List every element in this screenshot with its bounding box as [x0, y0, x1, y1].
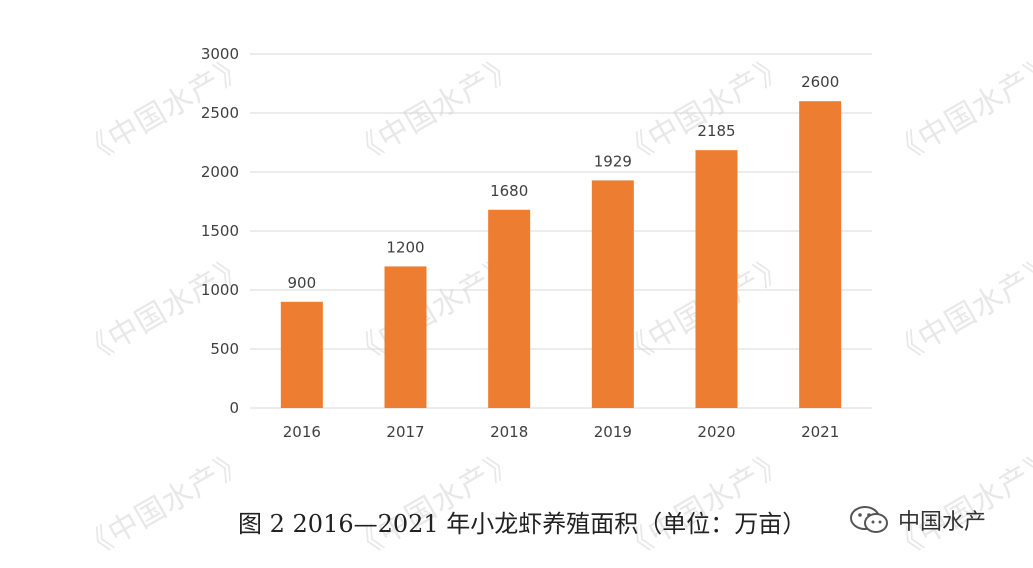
data-label: 1680: [490, 182, 528, 200]
y-tick-label: 0: [229, 399, 239, 417]
bar: [695, 150, 738, 409]
y-tick-label: 1500: [201, 222, 239, 240]
x-tick-label: 2021: [801, 423, 839, 441]
y-tick-label: 3000: [201, 45, 239, 63]
data-label: 900: [288, 274, 317, 292]
data-label: 2600: [801, 73, 839, 91]
x-tick-label: 2016: [283, 423, 321, 441]
y-tick-label: 2500: [201, 104, 239, 122]
brand-label: 中国水产: [848, 504, 986, 536]
x-tick-label: 2017: [386, 423, 424, 441]
bar: [488, 209, 531, 408]
bar: [799, 101, 842, 408]
wechat-icon: [850, 506, 888, 533]
y-tick-label: 2000: [201, 163, 239, 181]
data-label: 1929: [594, 152, 632, 170]
x-tick-label: 2018: [490, 423, 528, 441]
bar: [591, 180, 634, 408]
bar: [384, 266, 427, 408]
brand-name: 中国水产: [898, 510, 987, 535]
data-label: 1200: [386, 238, 424, 256]
figure-caption: 图 2 2016—2021 年小龙虾养殖面积（单位：万亩）: [238, 510, 807, 538]
x-tick-label: 2019: [594, 423, 632, 441]
y-tick-label: 500: [210, 340, 239, 358]
data-label: 2185: [697, 122, 735, 140]
y-tick-label: 1000: [201, 281, 239, 299]
bar-chart: 0 500 1000 1500 2000 2500 3000 900 2016 1200 2017 1…: [201, 45, 872, 441]
bar: [280, 301, 323, 408]
x-tick-label: 2020: [697, 423, 735, 441]
